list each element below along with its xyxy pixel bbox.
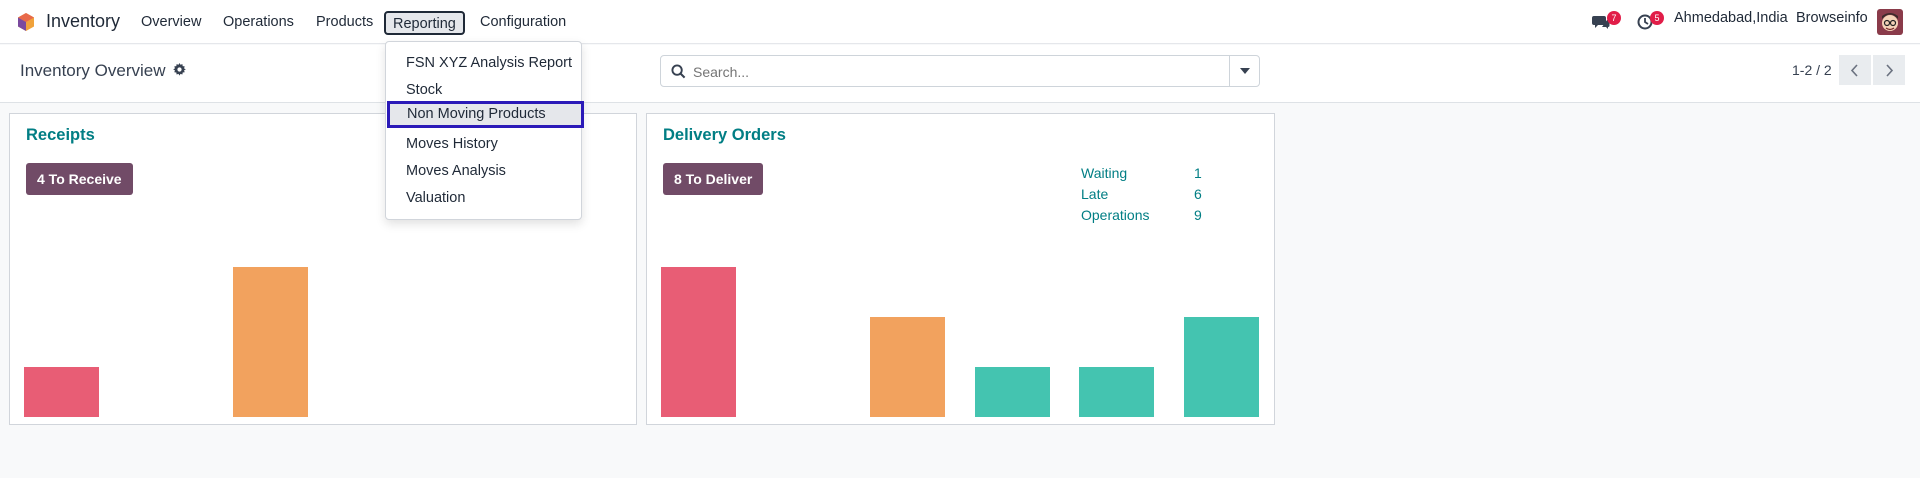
pager-value[interactable]: 1-2 / 2	[1792, 62, 1832, 78]
messages-badge: 7	[1607, 11, 1621, 25]
menu-item-stock[interactable]: Stock	[406, 82, 443, 98]
stat-waiting-label[interactable]: Waiting	[1081, 165, 1128, 181]
delivery-bar-4[interactable]	[975, 367, 1050, 417]
search-options-toggle[interactable]	[1229, 56, 1259, 86]
user-avatar[interactable]	[1877, 9, 1903, 35]
gear-icon[interactable]	[173, 63, 187, 76]
menu-overview[interactable]: Overview	[141, 14, 202, 30]
company-switcher[interactable]: Ahmedabad,India	[1674, 10, 1788, 26]
delivery-title[interactable]: Delivery Orders	[663, 126, 786, 144]
menu-reporting[interactable]: Reporting	[384, 11, 465, 35]
menu-item-non-moving-products[interactable]: Non Moving Products	[387, 101, 584, 128]
inventory-app-icon[interactable]	[16, 12, 36, 32]
menu-operations[interactable]: Operations	[223, 14, 294, 30]
pager-next-button[interactable]	[1873, 55, 1905, 85]
activities-badge: 5	[1650, 11, 1664, 25]
user-name[interactable]: Browseinfo	[1796, 10, 1868, 26]
menu-configuration[interactable]: Configuration	[480, 14, 567, 30]
page-title: Inventory Overview	[20, 61, 187, 81]
app-name[interactable]: Inventory	[46, 11, 121, 31]
receipts-title[interactable]: Receipts	[26, 126, 95, 144]
delivery-bar-1[interactable]	[661, 267, 736, 417]
reporting-dropdown: FSN XYZ Analysis Report Stock Non Moving…	[385, 41, 584, 220]
chevron-left-icon	[1850, 64, 1858, 77]
control-panel: Inventory Overview 1-2 / 2	[0, 45, 1920, 103]
to-deliver-button[interactable]: 8 To Deliver	[663, 163, 764, 195]
menu-item-fsn-xyz-analysis-report[interactable]: FSN XYZ Analysis Report	[406, 55, 572, 71]
caret-down-icon	[1240, 68, 1250, 74]
menu-products[interactable]: Products	[316, 14, 374, 30]
delivery-bar-6[interactable]	[1184, 317, 1259, 417]
delivery-bar-3[interactable]	[870, 317, 945, 417]
pager-previous-button[interactable]	[1839, 55, 1871, 85]
stat-waiting-value[interactable]: 1	[1194, 165, 1202, 181]
stat-late-label[interactable]: Late	[1081, 186, 1109, 202]
search-icon	[671, 64, 686, 79]
delivery-bar-5[interactable]	[1079, 367, 1154, 417]
menu-item-moves-analysis[interactable]: Moves Analysis	[406, 163, 506, 179]
page-title-text: Inventory Overview	[20, 61, 166, 80]
stat-operations-label[interactable]: Operations	[1081, 207, 1150, 223]
receipts-card: Receipts 4 To Receive	[9, 113, 637, 425]
top-navbar: Inventory Overview Operations Products R…	[0, 0, 1920, 44]
stat-operations-value[interactable]: 9	[1194, 207, 1202, 223]
stat-late-value[interactable]: 6	[1194, 186, 1202, 202]
delivery-orders-card: Delivery Orders 8 To Deliver Waiting 1 L…	[646, 113, 1275, 425]
search-box	[660, 55, 1260, 87]
menu-item-valuation[interactable]: Valuation	[406, 190, 466, 206]
to-receive-button[interactable]: 4 To Receive	[26, 163, 133, 195]
search-input[interactable]	[693, 62, 1213, 82]
receipts-bar-3[interactable]	[233, 267, 308, 417]
receipts-bar-1[interactable]	[24, 367, 99, 417]
chevron-right-icon	[1886, 64, 1894, 77]
menu-item-moves-history[interactable]: Moves History	[406, 136, 498, 152]
